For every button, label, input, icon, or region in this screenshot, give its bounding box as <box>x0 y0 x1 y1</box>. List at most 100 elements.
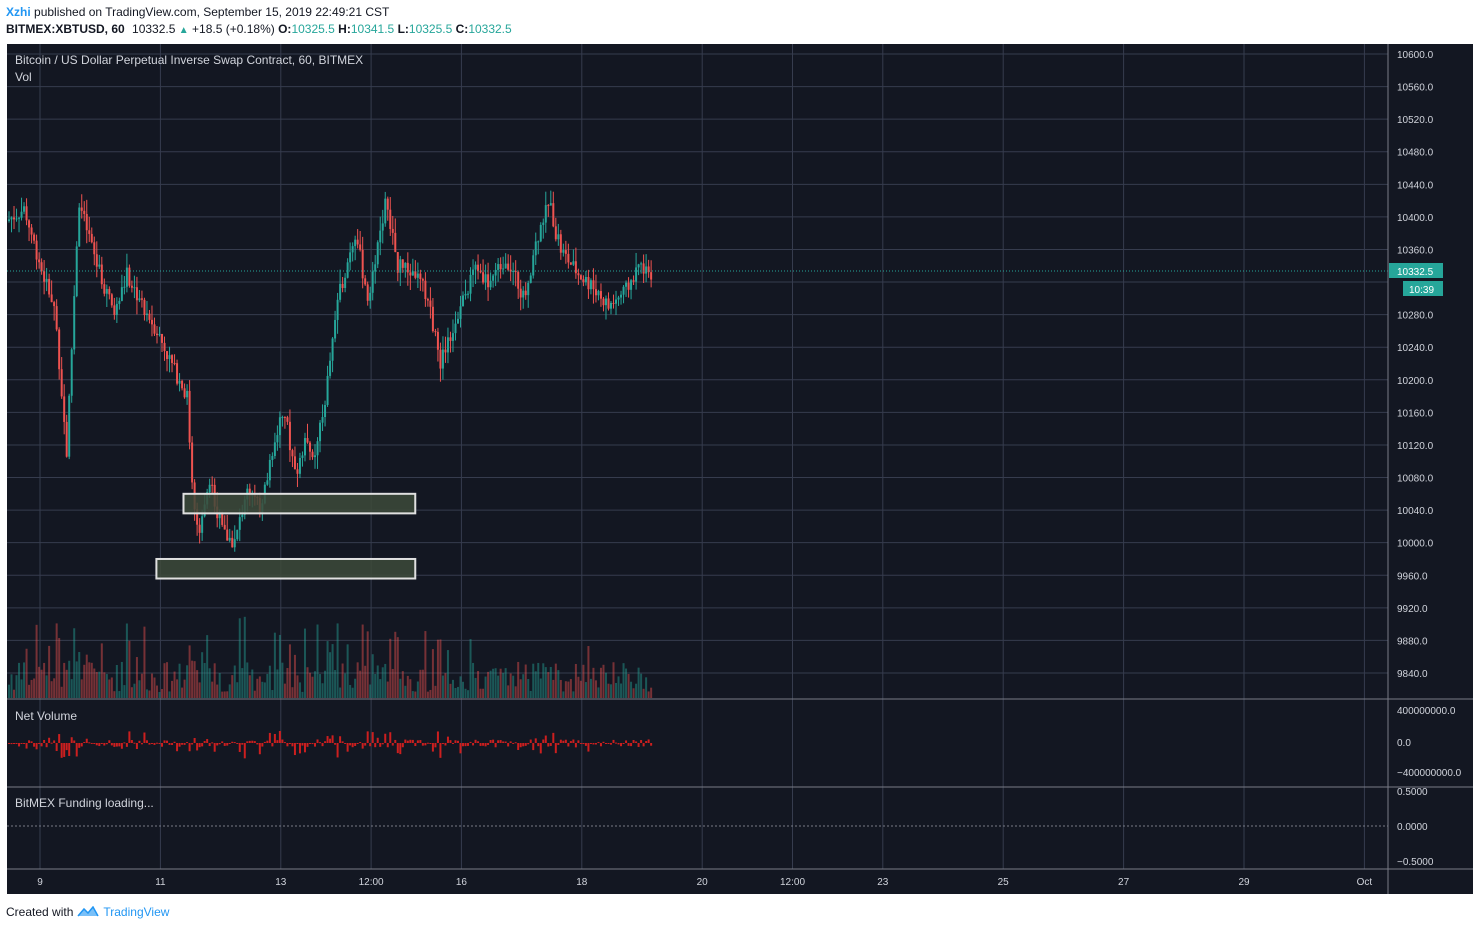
high-label: H: <box>338 22 351 36</box>
close-label: C: <box>455 22 469 36</box>
tradingview-link[interactable]: TradingView <box>103 905 170 919</box>
net-volume-bar <box>406 740 409 743</box>
low-label: L: <box>397 22 409 36</box>
net-volume-axis: 400000000.0 0.0 −400000000.0 <box>1397 706 1462 779</box>
candle-body <box>542 222 545 225</box>
volume-bar <box>266 673 269 698</box>
candle-body <box>366 284 369 301</box>
candle-body <box>68 395 71 457</box>
volume-bar <box>90 662 93 698</box>
volume-bar <box>73 628 76 698</box>
net-volume-bar <box>489 739 492 743</box>
candle-body <box>103 284 106 294</box>
volume-bar <box>218 672 221 698</box>
net-volume-bar <box>238 743 241 752</box>
net-volume-bar <box>103 743 106 746</box>
candle-body <box>599 291 602 299</box>
volume-bar <box>258 676 261 698</box>
net-volume-bar <box>155 742 158 744</box>
support-zones[interactable] <box>155 492 417 580</box>
volume-bar <box>221 691 224 698</box>
volume-bar <box>78 652 81 698</box>
candle-body <box>186 390 189 398</box>
net-volume-bar <box>579 743 582 744</box>
candle-body <box>326 375 329 405</box>
volume-bar <box>647 691 650 698</box>
net-volume-bar <box>228 743 231 744</box>
volume-bar <box>627 674 630 698</box>
zone-rectangle[interactable] <box>182 492 417 515</box>
candle-body <box>33 234 36 241</box>
net-volume-bar <box>567 743 570 747</box>
volume-bar <box>599 667 602 698</box>
volume-bar <box>454 687 457 698</box>
volume-bar <box>30 679 33 698</box>
candle-body <box>642 263 645 274</box>
candle-body <box>168 355 171 359</box>
author-name[interactable]: Xzhi <box>6 5 31 19</box>
volume-bar <box>83 664 86 698</box>
zone-rectangle[interactable] <box>155 557 417 580</box>
volume-bar <box>537 662 540 698</box>
net-volume-bar <box>384 733 387 743</box>
net-volume-bar <box>70 737 73 743</box>
high-value: 10341.5 <box>350 22 395 36</box>
created-with-text: Created with <box>6 905 74 919</box>
volume-bar <box>191 660 194 698</box>
funding-tick-label: −0.5000 <box>1397 857 1434 868</box>
net-volume-bar <box>492 739 495 743</box>
volume-bar <box>135 657 138 698</box>
volume-bar <box>148 690 151 698</box>
volume-bar <box>309 672 311 698</box>
volume-bar <box>562 691 565 698</box>
candle-body <box>351 246 354 253</box>
volume-bar <box>569 679 572 698</box>
candle-body <box>93 242 96 255</box>
candle-body <box>226 529 229 541</box>
price-tick-label: 10360.0 <box>1397 245 1434 256</box>
net-volume-bar <box>494 743 497 748</box>
funding-tick-label: 0.0000 <box>1397 822 1428 833</box>
candle-body <box>28 220 31 228</box>
net-volume-bar <box>246 741 249 743</box>
net-volume-bar <box>321 743 324 747</box>
candle-body <box>384 198 387 224</box>
price-badge-bg <box>1389 263 1443 278</box>
candle-body <box>567 253 570 263</box>
net-volume-bar <box>75 743 78 757</box>
volume-bar <box>371 654 374 698</box>
net-volume-bar <box>336 743 339 758</box>
volume-bar <box>557 670 560 698</box>
candle-body <box>544 205 547 223</box>
net-volume-bar <box>263 741 266 743</box>
volume-bar <box>293 654 296 698</box>
net-volume-bar <box>43 739 46 743</box>
net-volume-bar <box>386 743 389 748</box>
net-volume-bar <box>552 732 555 743</box>
candle-body <box>314 455 317 458</box>
candle-body <box>632 280 635 282</box>
net-volume-bar <box>532 743 535 751</box>
volume-bar <box>296 675 299 698</box>
volume-bar <box>334 670 337 698</box>
net-volume-bar <box>524 743 527 746</box>
net-volume-bar <box>293 743 296 756</box>
net-volume-bar <box>68 743 71 756</box>
net-volume-bar <box>258 743 261 755</box>
volume-bar <box>216 684 219 698</box>
candle-body <box>45 278 48 282</box>
volume-bar <box>467 690 470 698</box>
volume-bar <box>236 682 239 698</box>
net-volume-bar <box>341 741 344 743</box>
net-volume-bar <box>542 739 545 743</box>
net-volume-bar <box>90 742 93 744</box>
candle-body <box>218 512 221 519</box>
time-axis[interactable]: 9 11 13 12:00 16 18 20 12:00 23 25 27 29 Oct <box>37 877 1372 888</box>
candle-body <box>296 469 299 474</box>
net-volume-bar <box>256 743 259 745</box>
price-axis[interactable]: 10600.0 10560.0 10520.0 10480.0 10440.0 10400… <box>1397 50 1434 680</box>
net-volume-bar <box>582 743 585 745</box>
volume-bar <box>529 690 532 698</box>
volume-bar <box>276 669 279 698</box>
